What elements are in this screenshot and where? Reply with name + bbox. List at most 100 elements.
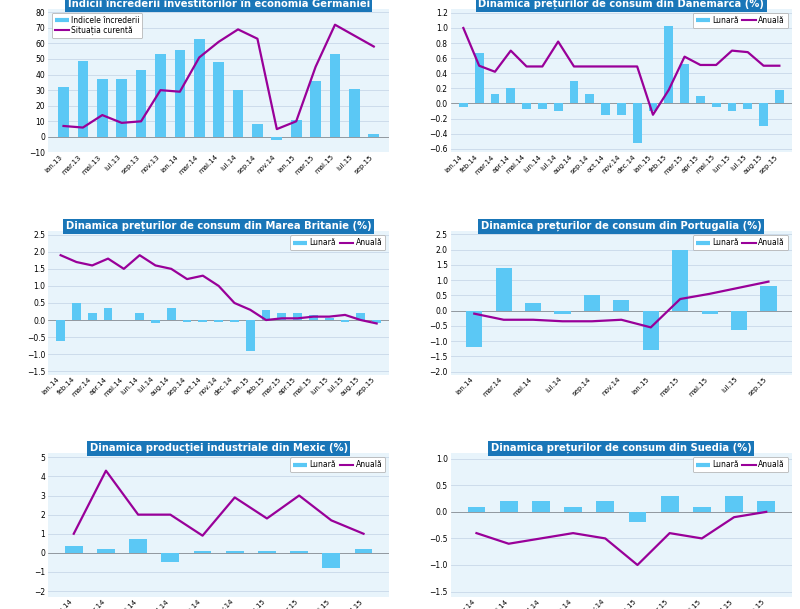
Text: Dinamica prețurilor de consum din Portugalia (%): Dinamica prețurilor de consum din Portug…	[481, 221, 762, 231]
Bar	[349, 88, 360, 137]
Bar	[278, 313, 286, 320]
Bar	[271, 137, 282, 140]
Bar	[538, 104, 546, 110]
Bar	[672, 250, 688, 311]
Bar	[226, 551, 243, 553]
Bar	[597, 501, 614, 512]
Bar	[290, 551, 308, 553]
Bar	[617, 104, 626, 114]
Bar	[500, 501, 518, 512]
Bar	[614, 300, 630, 311]
Bar	[475, 53, 483, 104]
Bar	[325, 319, 334, 320]
Bar	[564, 507, 582, 512]
Bar	[262, 310, 270, 320]
Bar	[525, 303, 541, 311]
Bar	[712, 104, 721, 107]
Bar	[372, 320, 381, 323]
Bar	[291, 120, 302, 137]
Bar	[459, 104, 468, 107]
Bar	[56, 320, 65, 340]
Bar	[162, 553, 179, 563]
Bar	[233, 90, 243, 137]
Bar	[246, 320, 254, 351]
Bar	[490, 94, 499, 104]
Bar	[97, 79, 108, 137]
Bar	[194, 39, 205, 137]
Bar	[88, 313, 97, 320]
Bar	[258, 551, 276, 553]
Bar	[136, 70, 146, 137]
Bar	[532, 501, 550, 512]
Text: Dinamica prețurilor de consum din Marea Britanie (%): Dinamica prețurilor de consum din Marea …	[66, 221, 371, 231]
Bar	[322, 553, 340, 568]
Bar	[680, 64, 689, 104]
Bar	[731, 311, 747, 331]
Bar	[230, 320, 238, 322]
Bar	[468, 507, 486, 512]
Bar	[743, 104, 752, 110]
Bar	[506, 88, 515, 104]
Bar	[135, 313, 144, 320]
Bar	[522, 104, 531, 109]
Bar	[104, 308, 112, 320]
Bar	[369, 134, 379, 137]
Text: Dinamica producției industriale din Mexic (%): Dinamica producției industriale din Mexi…	[90, 443, 348, 454]
Bar	[182, 320, 191, 322]
Bar	[642, 311, 659, 350]
Bar	[194, 551, 211, 553]
Bar	[775, 90, 784, 104]
Bar	[649, 104, 658, 111]
Bar	[629, 512, 646, 523]
Bar	[570, 81, 578, 104]
Bar	[294, 313, 302, 320]
Bar	[58, 87, 69, 137]
Bar	[758, 501, 775, 512]
Bar	[310, 81, 321, 137]
Bar	[214, 320, 223, 322]
Bar	[214, 62, 224, 137]
Bar	[696, 96, 705, 104]
Legend: Lunară, Anuală: Lunară, Anuală	[290, 457, 386, 473]
Bar	[357, 313, 365, 320]
Bar	[174, 50, 185, 137]
Bar	[760, 286, 777, 311]
Bar	[151, 320, 160, 323]
Bar	[252, 124, 262, 137]
Bar	[65, 546, 82, 553]
Bar	[341, 320, 350, 322]
Bar	[693, 507, 710, 512]
Legend: Lunară, Anuală: Lunară, Anuală	[693, 13, 788, 28]
Bar	[466, 311, 482, 347]
Bar	[354, 549, 372, 553]
Bar	[309, 315, 318, 320]
Legend: Lunară, Anuală: Lunară, Anuală	[290, 235, 386, 250]
Bar	[72, 303, 81, 320]
Bar	[78, 60, 88, 137]
Bar	[554, 311, 570, 314]
Text: Dinamica prețurilor de consum din Suedia (%): Dinamica prețurilor de consum din Suedia…	[491, 443, 752, 454]
Bar	[554, 104, 562, 111]
Bar	[116, 79, 127, 137]
Bar	[728, 104, 736, 111]
Bar	[665, 26, 673, 104]
Bar	[97, 549, 115, 553]
Bar	[198, 320, 207, 322]
Bar	[633, 104, 642, 144]
Bar	[130, 540, 147, 553]
Legend: Lunară, Anuală: Lunară, Anuală	[693, 235, 788, 250]
Bar	[584, 295, 600, 311]
Bar	[725, 496, 743, 512]
Bar	[167, 308, 175, 320]
Bar	[661, 496, 678, 512]
Bar	[702, 311, 718, 314]
Legend: Indicele încrederii, Situația curentă: Indicele încrederii, Situația curentă	[52, 13, 142, 38]
Legend: Lunară, Anuală: Lunară, Anuală	[693, 457, 788, 473]
Bar	[586, 94, 594, 104]
Bar	[602, 104, 610, 114]
Bar	[330, 54, 340, 137]
Text: Indicii încrederii investitorilor în economia Germaniei: Indicii încrederii investitorilor în eco…	[67, 0, 370, 9]
Bar	[759, 104, 768, 126]
Bar	[155, 54, 166, 137]
Text: Dinamica prețurilor de consum din Danemarca (%): Dinamica prețurilor de consum din Danema…	[478, 0, 764, 9]
